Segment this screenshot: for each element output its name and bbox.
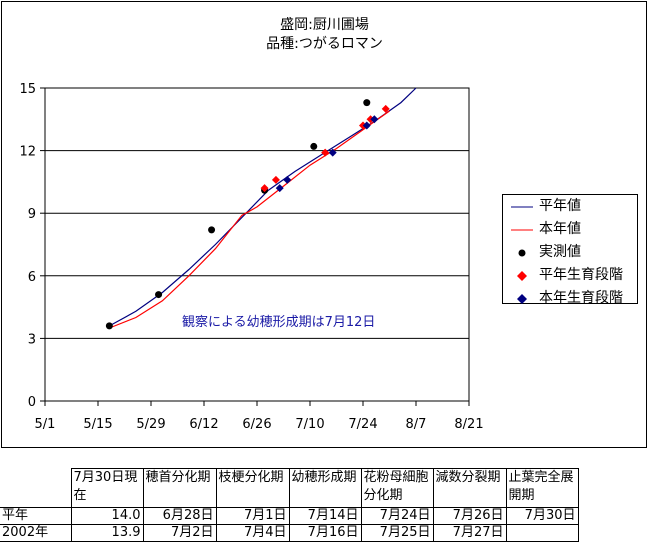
y-tick-label: 3 — [28, 332, 36, 347]
x-tick-label: 5/29 — [136, 417, 165, 432]
x-tick-label: 8/21 — [454, 417, 483, 432]
table-cell — [505, 524, 579, 542]
measured-point — [363, 99, 371, 107]
table-row-label: 平年 — [0, 507, 72, 525]
table-cell: 7月16日 — [288, 524, 362, 542]
table-header-cell: 7月30日現在 — [70, 468, 144, 508]
table-cell: 7月27日 — [432, 524, 507, 542]
normal-stage-point — [260, 184, 269, 193]
table-header-cell: 止葉完全展開期 — [505, 468, 579, 508]
table-cell: 7月14日 — [288, 507, 362, 525]
current-stage-point — [283, 175, 292, 184]
legend-symbol-normal-line — [511, 206, 533, 208]
legend-label-normal-line: 平年値 — [539, 198, 581, 214]
table-cell: 14.0 — [70, 507, 144, 525]
measured-point — [310, 142, 318, 150]
table-header-cell: 花粉母細胞分化期 — [360, 468, 434, 508]
legend-item-normal-line: 平年値 — [503, 195, 637, 218]
table-cell: 7月30日 — [505, 507, 579, 525]
table-header-cell — [0, 468, 72, 508]
normal-stage-point — [321, 148, 330, 157]
legend-item-measured: 実測値 — [503, 241, 637, 264]
table-cell: 7月4日 — [215, 524, 290, 542]
normal-stage-point — [271, 175, 280, 184]
table-cell: 6月28日 — [142, 507, 217, 525]
y-tick-label: 0 — [28, 395, 36, 410]
table-header-cell: 減数分裂期 — [432, 468, 507, 508]
growth-stage-table: 7月30日現在 穂首分化期 枝梗分化期 幼穂形成期 花粉母細胞分化期 減数分裂期… — [0, 468, 579, 542]
table-cell: 7月26日 — [432, 507, 507, 525]
y-tick-label: 15 — [19, 82, 36, 97]
table-cell: 7月24日 — [360, 507, 434, 525]
legend-label-current-line: 本年値 — [539, 221, 581, 237]
x-tick-label: 6/12 — [189, 417, 218, 432]
measured-point — [155, 291, 163, 299]
legend-label-current-stage: 本年生育段階 — [539, 290, 623, 306]
table-cell: 13.9 — [70, 524, 144, 542]
current-stage-point — [370, 115, 379, 124]
chart-title-line1: 盛岡:厨川圃場 — [280, 17, 369, 33]
x-tick-label: 5/15 — [83, 417, 112, 432]
x-tick-label: 6/26 — [242, 417, 271, 432]
table-cell: 7月2日 — [142, 524, 217, 542]
chart-title: 盛岡:厨川圃場 品種:つがるロマン — [0, 16, 649, 54]
legend-symbol-current-stage — [517, 294, 527, 304]
table-row: 2002年 13.9 7月2日 7月4日 7月16日 7月25日 7月27日 — [0, 524, 579, 542]
legend-symbol-normal-stage — [517, 271, 527, 281]
legend-symbol-current-line — [511, 229, 533, 231]
chart-canvas: 0 3 6 9 12 15 5/1 5/15 5/29 6/12 6/26 7/10 7/24 8/7 8/… — [19, 82, 483, 432]
table-cell: 7月25日 — [360, 524, 434, 542]
current-stage-point — [328, 148, 337, 157]
table-header-cell: 穂首分化期 — [142, 468, 217, 508]
measured-point — [208, 226, 216, 234]
plot-area-border — [44, 87, 470, 402]
table-header-cell: 幼穂形成期 — [288, 468, 362, 508]
legend-item-normal-stage: 平年生育段階 — [503, 264, 637, 287]
normal-stage-point — [381, 104, 390, 113]
legend-label-normal-stage: 平年生育段階 — [539, 267, 623, 283]
table-cell: 7月1日 — [215, 507, 290, 525]
x-tick-label: 5/1 — [35, 417, 56, 432]
measured-point — [105, 322, 113, 330]
series-line-normal — [109, 87, 417, 327]
chart-annotation: 観察による幼穂形成期は7月12日 — [182, 315, 376, 330]
legend-symbol-measured — [518, 249, 526, 257]
y-tick-label: 12 — [19, 145, 36, 160]
legend-item-current-stage: 本年生育段階 — [503, 287, 637, 310]
table-header-row: 7月30日現在 穂首分化期 枝梗分化期 幼穂形成期 花粉母細胞分化期 減数分裂期… — [0, 468, 579, 508]
x-tick-label: 8/7 — [406, 417, 427, 432]
legend-item-current-line: 本年値 — [503, 218, 637, 241]
current-stage-point — [362, 121, 371, 130]
y-tick-label: 9 — [28, 207, 36, 222]
table-row-label: 2002年 — [0, 524, 72, 542]
legend-label-measured: 実測値 — [539, 244, 581, 260]
y-tick-label: 6 — [28, 270, 36, 285]
x-tick-label: 7/10 — [295, 417, 324, 432]
current-stage-point — [275, 184, 284, 193]
table-row: 平年 14.0 6月28日 7月1日 7月14日 7月24日 7月26日 7月3… — [0, 507, 579, 525]
chart-legend: 平年値 本年値 実測値 平年生育段階 本年生育段階 — [502, 194, 638, 306]
chart-title-line2: 品種:つがるロマン — [266, 36, 383, 52]
table-header-cell: 枝梗分化期 — [215, 468, 290, 508]
series-line-current — [109, 110, 390, 329]
x-tick-label: 7/24 — [348, 417, 377, 432]
